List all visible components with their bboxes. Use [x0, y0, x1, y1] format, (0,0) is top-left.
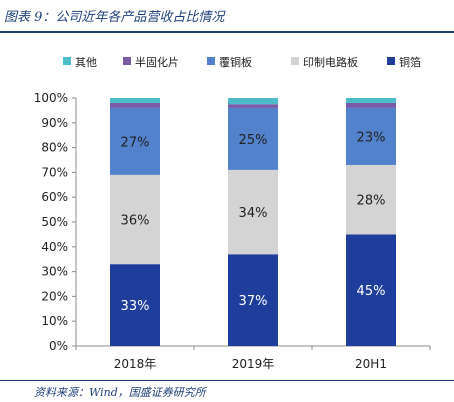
y-tick-label: 60%	[41, 190, 68, 204]
y-axis: 0% 10% 20% 30% 40% 50% 60% 70% 80% 90% 100%	[34, 91, 430, 353]
source-note: 资料来源：Wind，国盛证券研究所	[34, 386, 206, 399]
bar-segment	[346, 164, 396, 235]
bar-segment	[228, 107, 278, 170]
title-divider	[0, 31, 454, 33]
bar-segment	[228, 169, 278, 255]
legend-label: 覆铜板	[219, 55, 252, 69]
bar-segment	[346, 98, 396, 103]
bar-segment	[346, 107, 396, 165]
bar-value-label: 36%	[121, 214, 150, 229]
bar-segment	[110, 98, 160, 103]
bar-segment	[110, 107, 160, 175]
bar-segment	[228, 254, 278, 346]
x-category-label: 2019年	[232, 357, 275, 371]
footer-divider	[0, 380, 454, 381]
y-tick-label: 50%	[41, 215, 68, 229]
chart-legend: 其他 半固化片 覆铜板 印制电路板 铜箔	[63, 55, 421, 69]
legend-label: 半固化片	[135, 55, 179, 69]
x-category-label: 2018年	[114, 357, 157, 371]
legend-swatch	[207, 57, 215, 65]
x-category-label: 20H1	[355, 357, 387, 371]
legend-label: 其他	[75, 56, 97, 69]
x-axis: 2018年 2019年 20H1	[75, 346, 431, 371]
legend-label: 铜箔	[399, 55, 421, 69]
bar-value-label: 25%	[239, 133, 268, 148]
bar-segment	[110, 264, 160, 346]
bar-series: 33% 36% 27% 37% 34% 25% 45% 28% 23%	[110, 98, 396, 346]
y-tick-label: 40%	[41, 240, 68, 254]
bar-value-label: 45%	[357, 284, 386, 299]
stacked-bar-chart: 其他 半固化片 覆铜板 印制电路板 铜箔 0% 10% 20% 30% 40% 50% 60% 70%…	[34, 55, 431, 371]
bar-value-label: 37%	[239, 294, 268, 309]
bar-segment	[346, 102, 396, 108]
bar-segment	[228, 98, 278, 105]
bar-value-label: 28%	[357, 194, 386, 209]
y-tick-label: 70%	[41, 165, 68, 179]
y-tick-label: 30%	[41, 265, 68, 279]
bar-value-label: 33%	[121, 299, 150, 314]
bar-segment	[110, 174, 160, 265]
bar-value-label: 34%	[239, 206, 268, 221]
bar-segment	[346, 234, 396, 346]
bar-value-label: 23%	[357, 130, 386, 145]
legend-swatch	[291, 57, 299, 65]
bar-segment	[110, 102, 160, 108]
bar-segment	[228, 104, 278, 108]
y-tick-label: 80%	[41, 141, 68, 155]
y-tick-label: 0%	[49, 339, 68, 353]
legend-swatch	[123, 57, 131, 65]
figure-title: 图表 9：公司近年各产品营收占比情况	[4, 10, 225, 25]
y-tick-label: 20%	[41, 289, 68, 303]
legend-swatch	[63, 57, 71, 65]
bar-value-label: 27%	[121, 135, 150, 150]
legend-label: 印制电路板	[303, 55, 358, 69]
y-tick-label: 90%	[41, 116, 68, 130]
y-tick-label: 100%	[34, 91, 68, 105]
y-tick-label: 10%	[41, 314, 68, 328]
legend-swatch	[387, 57, 395, 65]
